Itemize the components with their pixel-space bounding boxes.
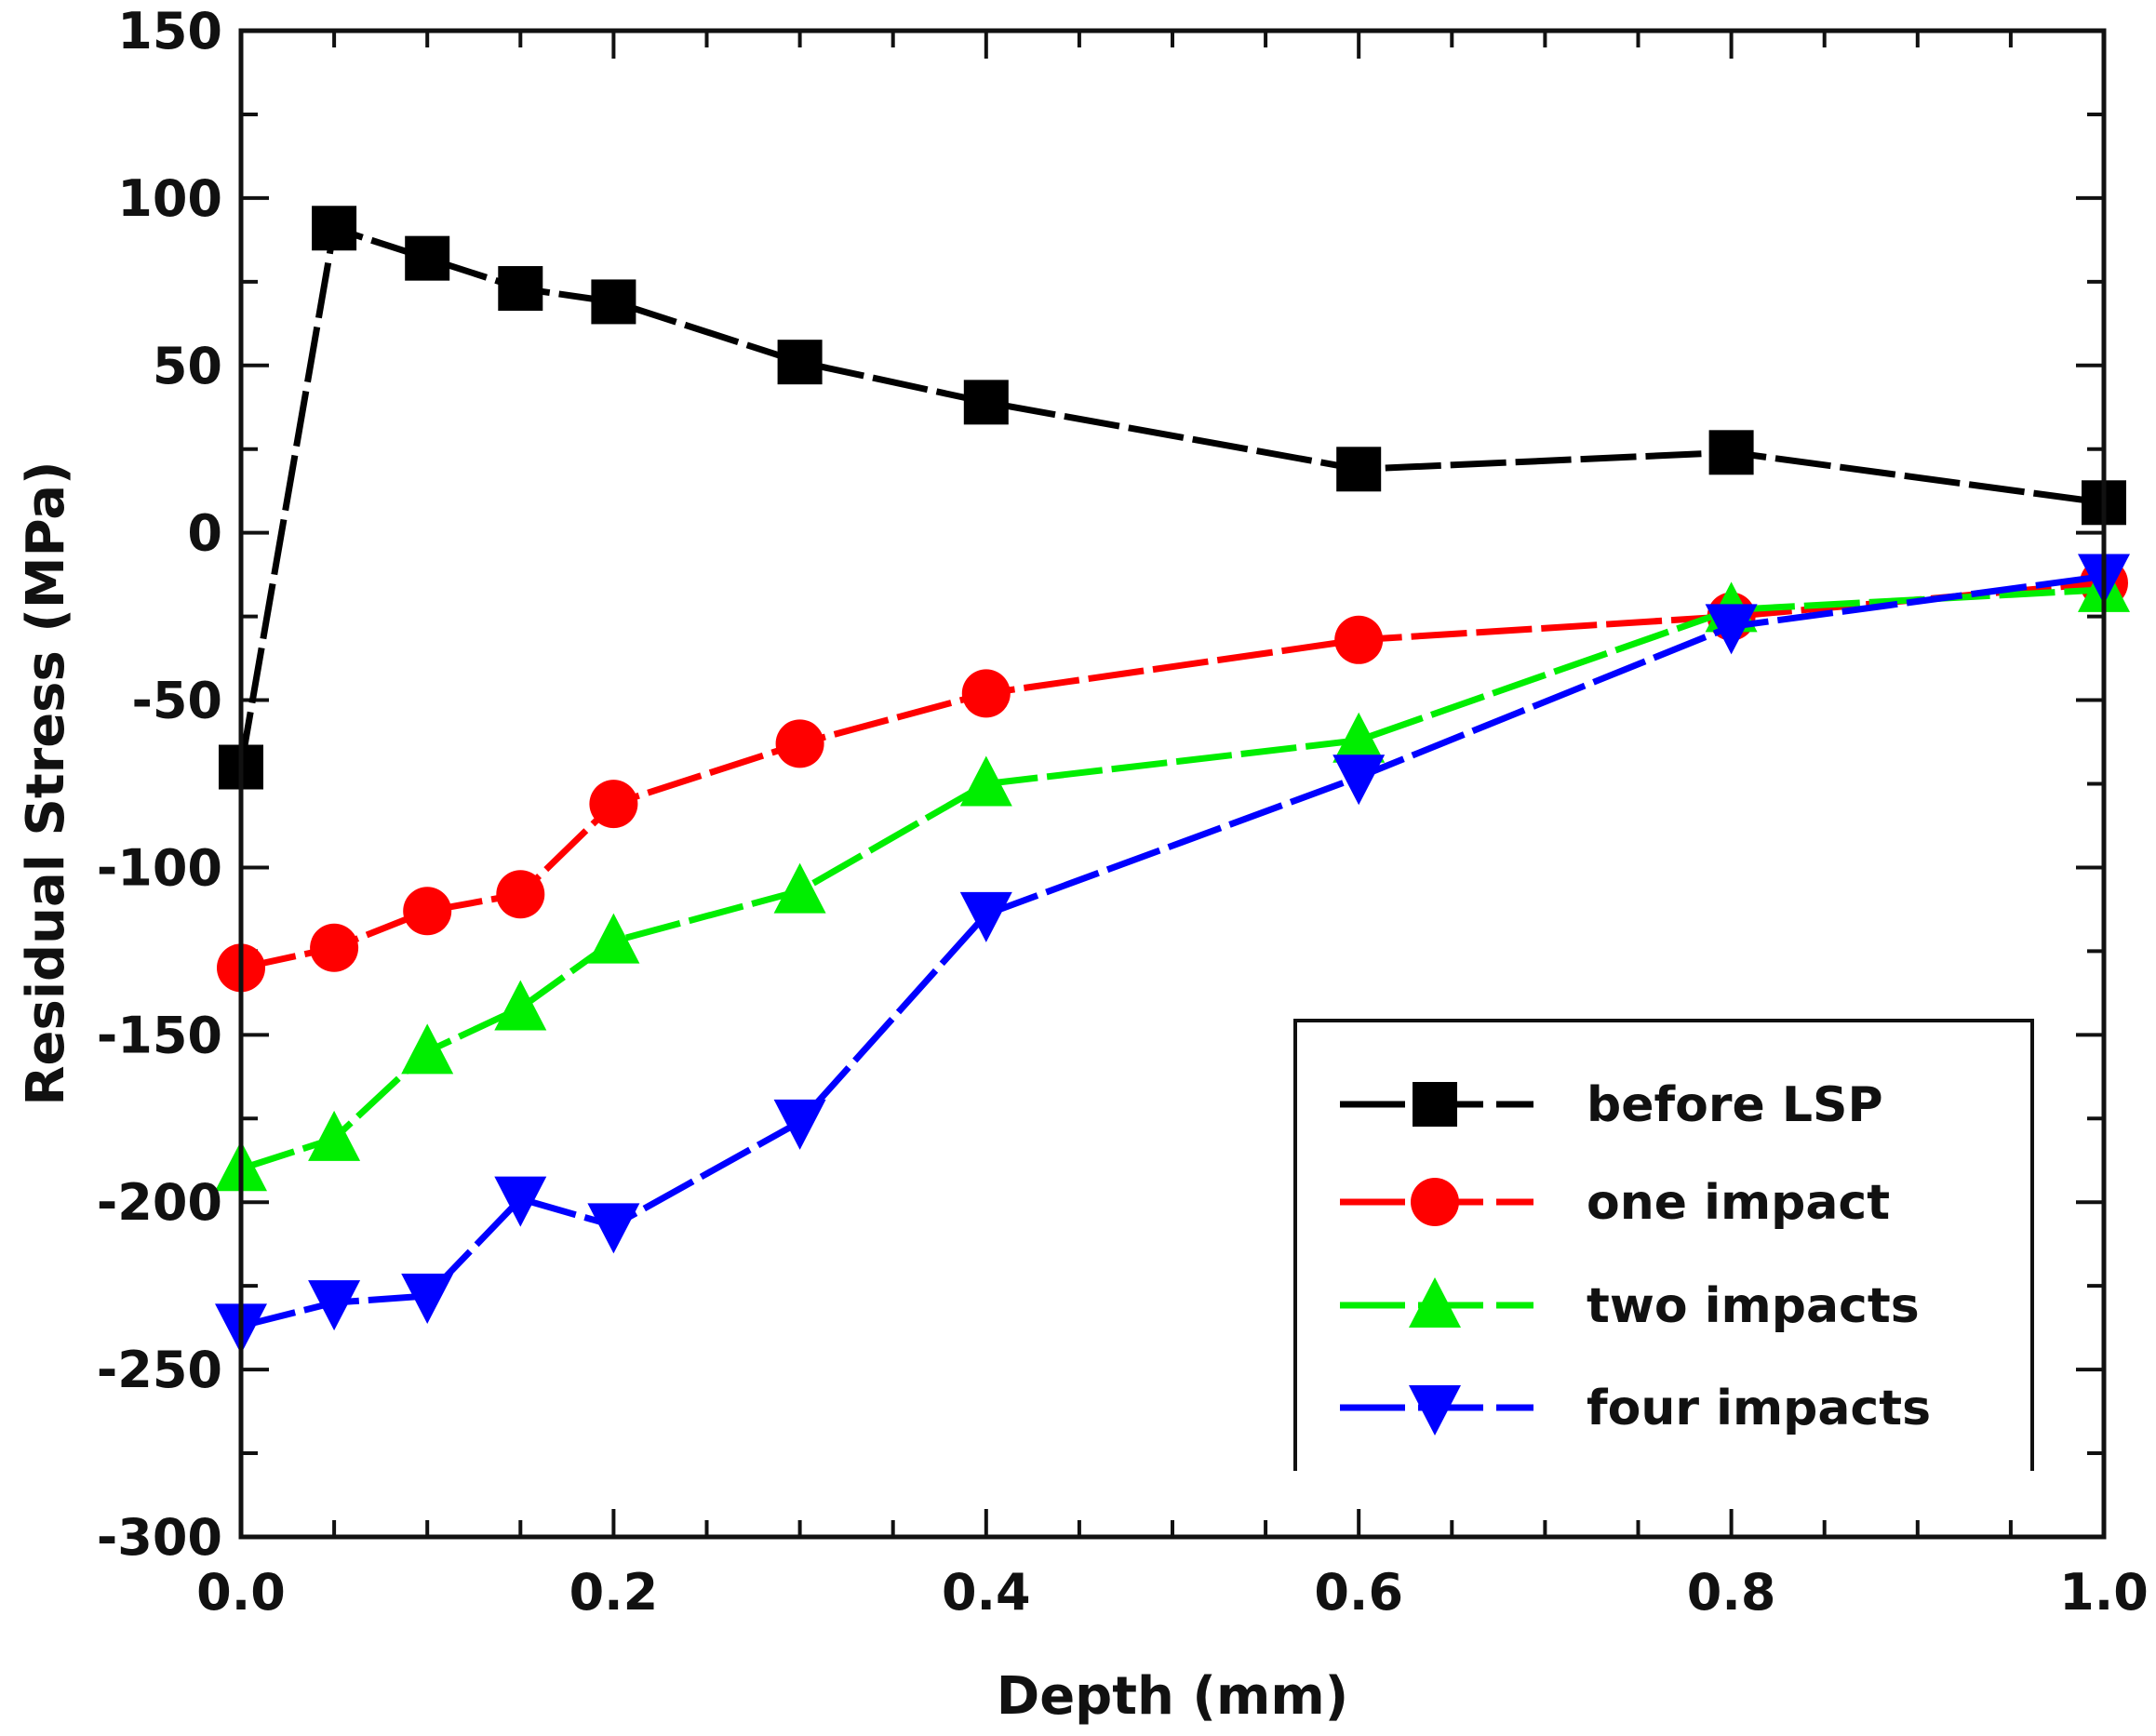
data-point: [308, 1110, 361, 1161]
data-point: [312, 206, 357, 251]
series-line: [239, 586, 2105, 1172]
data-point: [589, 780, 638, 829]
data-point: [494, 1176, 547, 1227]
y-tick-label: 50: [153, 337, 222, 395]
legend-label: before LSP: [1587, 1077, 1883, 1133]
y-axis-title: Residual Stress (MPa): [16, 461, 76, 1105]
data-point: [498, 266, 543, 312]
data-point: [591, 279, 636, 325]
series-line: [240, 572, 2105, 1329]
tick-labels: 0.0 0.2 0.4 0.6 0.8 1.0 150 100 50 0 -50 -100 -150 -2…: [97, 2, 2149, 1622]
data-point: [773, 862, 826, 914]
legend-marker: [1409, 1277, 1461, 1328]
x-tick-label: 0.8: [1687, 1563, 1776, 1622]
y-tick-label: -150: [97, 1006, 222, 1064]
plot-frame: [238, 28, 2107, 1540]
data-point: [1705, 604, 1758, 655]
series-line: [240, 580, 2105, 971]
data-point: [308, 1280, 361, 1331]
y-tick-label: -300: [97, 1508, 222, 1567]
data-point: [1336, 447, 1382, 492]
legend-marker: [1413, 1082, 1457, 1127]
y-tick-label: 0: [187, 504, 222, 563]
data-point: [587, 913, 640, 964]
data-point: [959, 891, 1012, 942]
data-point: [777, 340, 823, 385]
legend-marker: [1411, 1178, 1459, 1226]
y-tick-label: -250: [97, 1341, 222, 1399]
legend-item: one impact: [1340, 1175, 1890, 1231]
data-point: [401, 1273, 454, 1324]
x-axis-title: Depth (mm): [997, 1666, 1349, 1727]
series-before-lsp: [219, 206, 2126, 790]
series-one-impact: [217, 558, 2128, 993]
series-group: [215, 206, 2130, 1355]
legend-label: one impact: [1587, 1175, 1890, 1231]
y-tick-label: 150: [117, 2, 222, 60]
data-point: [1334, 615, 1384, 664]
data-point: [587, 1203, 640, 1254]
x-tick-label: 0.4: [942, 1563, 1031, 1622]
data-point: [959, 755, 1012, 807]
series-four-impacts: [215, 554, 2130, 1355]
data-point: [310, 923, 359, 972]
y-tick-label: -200: [97, 1173, 222, 1232]
data-point: [1708, 430, 1754, 475]
y-tick-label: -100: [97, 838, 222, 897]
data-point: [1332, 754, 1386, 806]
x-tick-label: 0.0: [196, 1563, 286, 1622]
x-tick-label: 1.0: [2059, 1563, 2149, 1622]
data-point: [1332, 712, 1386, 763]
legend-marker: [1409, 1385, 1461, 1436]
data-point: [961, 669, 1011, 718]
data-point: [773, 1099, 826, 1150]
data-point: [401, 1023, 454, 1075]
data-point: [963, 380, 1009, 425]
data-point: [403, 887, 452, 936]
y-tick-label: 100: [117, 169, 222, 228]
data-point: [775, 719, 824, 768]
legend-item: four impacts: [1340, 1381, 1931, 1436]
legend-frame: [1293, 1019, 2034, 1471]
y-tick-label: -50: [131, 672, 222, 730]
x-tick-label: 0.6: [1314, 1563, 1403, 1622]
legend-label: four impacts: [1587, 1381, 1931, 1436]
data-point: [494, 980, 547, 1031]
legend: before LSP one impact two impacts four impa…: [1293, 1019, 2034, 1471]
data-point: [496, 870, 545, 919]
x-tick-label: 0.2: [569, 1563, 659, 1622]
series-line: [237, 223, 2105, 768]
legend-item: two impacts: [1340, 1277, 1920, 1334]
legend-label: two impacts: [1587, 1278, 1920, 1334]
data-point: [405, 235, 450, 281]
legend-item: before LSP: [1340, 1077, 1883, 1133]
